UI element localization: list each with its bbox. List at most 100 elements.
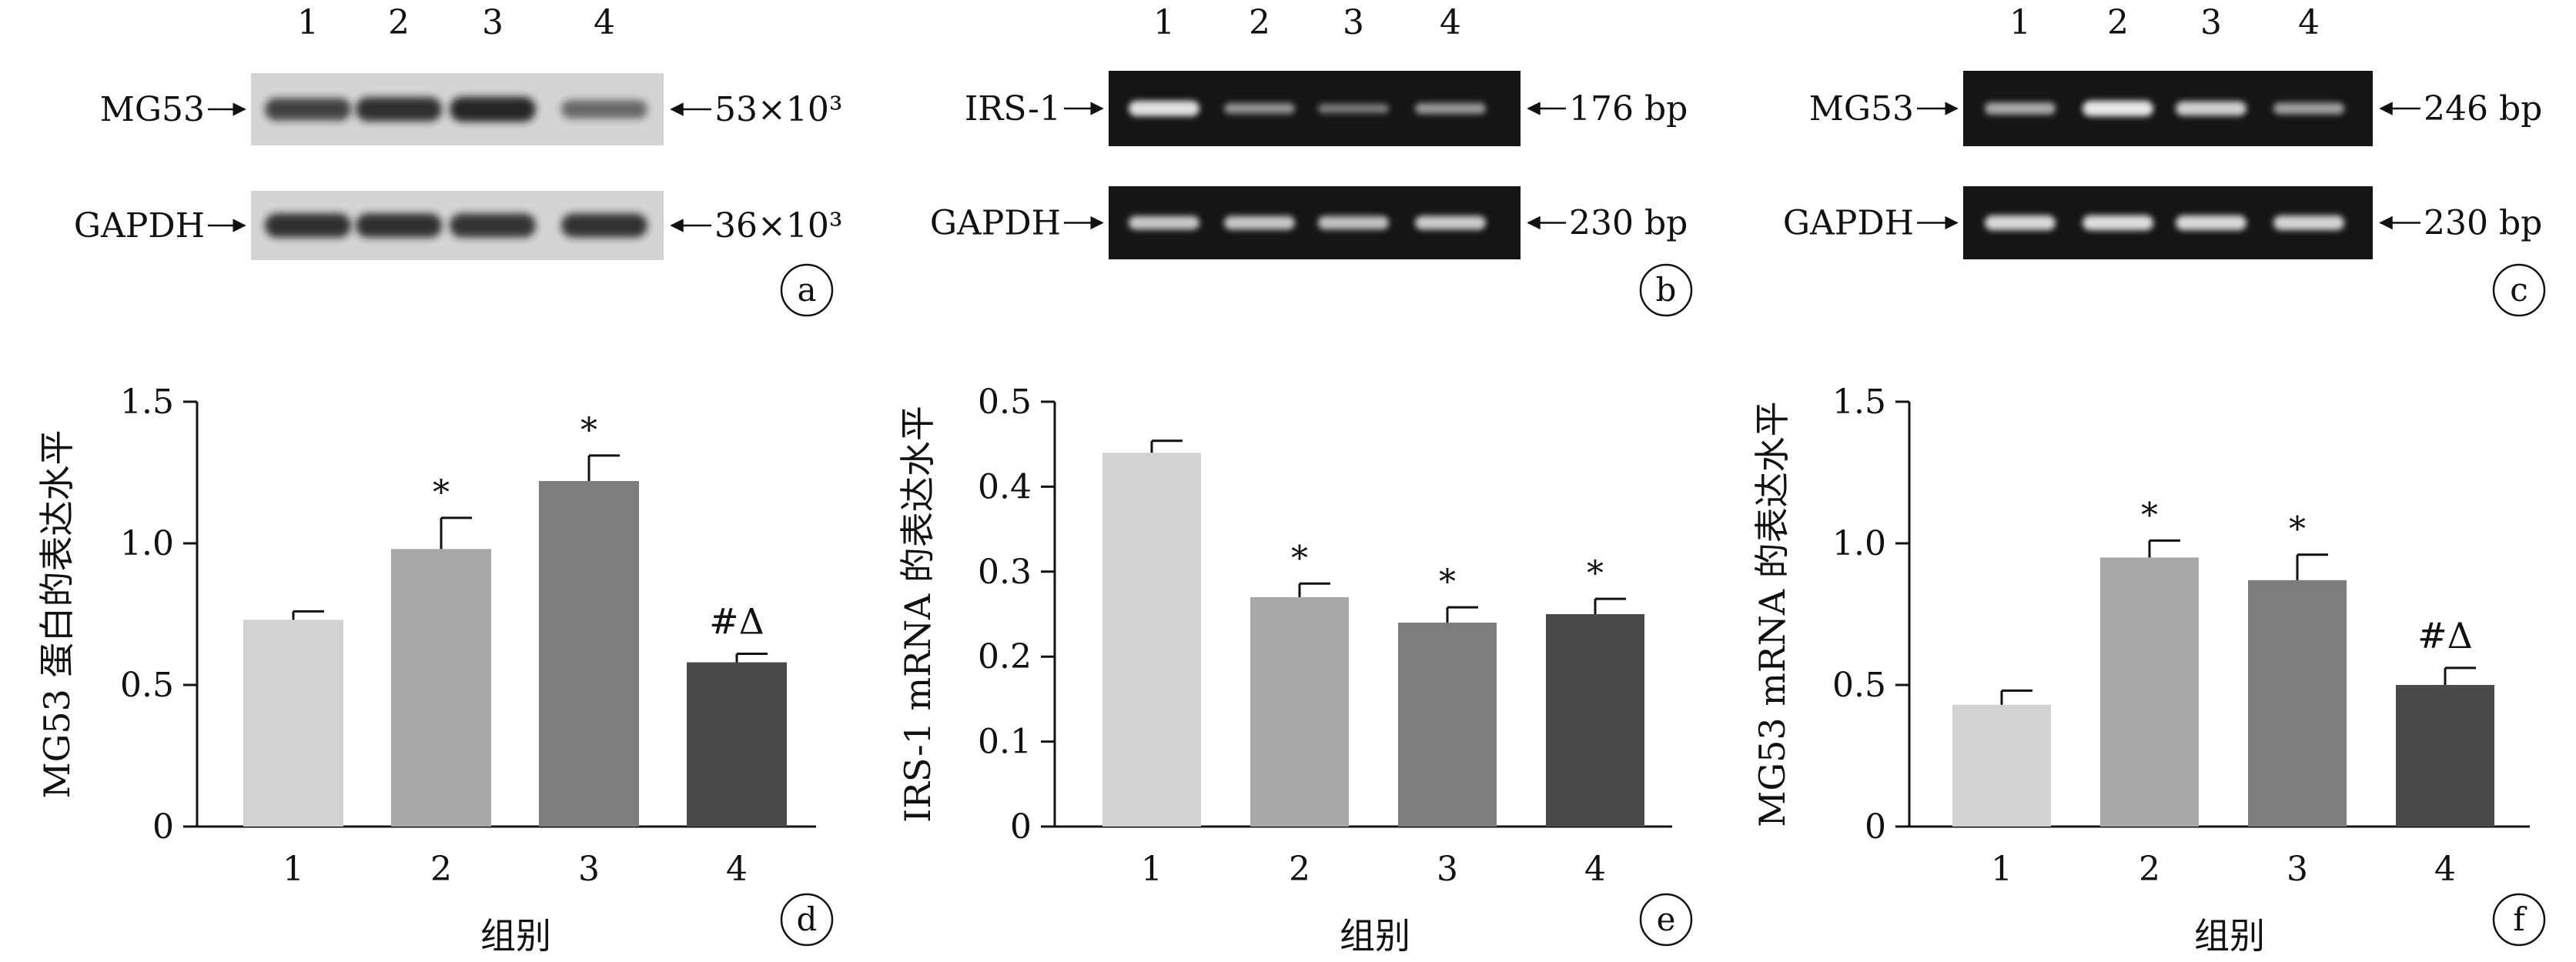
y-tick-label: 1.5 xyxy=(120,382,174,422)
lane-label: 4 xyxy=(2298,3,2320,42)
bar xyxy=(2396,685,2494,827)
x-tick-label: 2 xyxy=(430,850,452,889)
blot-band xyxy=(561,99,647,119)
gel-band xyxy=(2083,100,2153,117)
lane-label: 1 xyxy=(2009,3,2031,42)
y-tick-label: 0.5 xyxy=(120,666,174,705)
significance-label: * xyxy=(1587,554,1604,593)
panel-label-circle xyxy=(1639,893,1693,947)
gel-band xyxy=(1129,215,1199,230)
band-size-label: 246 bp xyxy=(2424,89,2542,129)
bar xyxy=(391,549,491,827)
gel-band xyxy=(1985,102,2056,115)
band-size-label: 176 bp xyxy=(1569,89,1688,129)
band-name-label: MG53 xyxy=(1809,89,1914,129)
gel-band xyxy=(2176,101,2246,116)
lane-label: 2 xyxy=(388,3,410,42)
significance-label: #Δ xyxy=(709,601,764,643)
lane-label: 4 xyxy=(1440,3,1461,42)
lane-label: 3 xyxy=(2200,3,2222,42)
significance-label: * xyxy=(580,411,597,450)
gel-band xyxy=(1224,215,1295,230)
band-size-label: 230 bp xyxy=(1569,204,1688,243)
panel-label: a xyxy=(797,271,816,309)
blot-band xyxy=(265,98,351,121)
blot-band xyxy=(265,213,351,238)
lane-label: 3 xyxy=(1343,3,1364,42)
y-tick-label: 0 xyxy=(152,807,174,847)
blot-row-mg53: MG53 53×10³ xyxy=(100,73,842,145)
gel-band xyxy=(1318,103,1389,114)
blot-panel-c: 1 2 3 4 MG53 246 bp GAPDH 230 bp c xyxy=(1783,3,2546,317)
gel-band xyxy=(1224,103,1295,114)
band-name-label: GAPDH xyxy=(74,206,205,246)
x-tick-label: 3 xyxy=(1437,850,1458,889)
band-name-label: MG53 xyxy=(100,90,205,129)
blot-panels: 1 2 3 4 MG53 53×10³ GAPDH 36×10³ a 1 2 3 4 IRS-1 176 b… xyxy=(74,3,2546,317)
gel-band xyxy=(1129,101,1199,116)
bar xyxy=(687,662,787,827)
lane-label: 4 xyxy=(594,3,615,42)
y-tick-label: 0.4 xyxy=(978,467,1032,506)
blot-row-gapdh: GAPDH 230 bp xyxy=(930,186,1688,259)
x-tick-label: 4 xyxy=(2434,850,2456,889)
bar xyxy=(1398,623,1497,827)
bar xyxy=(1546,614,1644,827)
y-tick-label: 0.5 xyxy=(978,382,1032,422)
x-tick-label: 1 xyxy=(1991,850,2012,889)
y-tick-label: 0.3 xyxy=(978,553,1032,592)
significance-label: * xyxy=(2289,510,2306,549)
band-size-label: 36×10³ xyxy=(714,206,842,246)
y-tick-label: 0.2 xyxy=(978,637,1032,676)
panel-label-circle xyxy=(2492,893,2546,947)
y-tick-label: 0.1 xyxy=(978,723,1032,762)
x-tick-label: 3 xyxy=(578,850,600,889)
bar xyxy=(243,620,343,827)
lane-label: 1 xyxy=(1153,3,1175,42)
gel-band xyxy=(2083,215,2153,231)
x-tick-label: 2 xyxy=(2139,850,2160,889)
blot-row-gapdh: GAPDH 36×10³ xyxy=(74,191,842,260)
panel-label-circle xyxy=(780,893,834,947)
x-tick-label: 1 xyxy=(283,850,304,889)
lane-label: 3 xyxy=(482,3,503,42)
band-size-label: 53×10³ xyxy=(714,90,842,129)
panel-label-circle xyxy=(1639,263,1693,317)
blot-panel-a: 1 2 3 4 MG53 53×10³ GAPDH 36×10³ a xyxy=(74,3,842,317)
y-tick-label: 1.0 xyxy=(1832,524,1886,563)
x-tick-label: 4 xyxy=(1584,850,1606,889)
blot-band xyxy=(450,96,536,122)
bar xyxy=(539,481,639,827)
y-tick-label: 0.5 xyxy=(1832,666,1886,705)
blot-row-mg53: MG53 246 bp xyxy=(1809,71,2542,146)
y-axis-title: MG53 mRNA 的表达水平 xyxy=(1751,401,1793,827)
lane-label: 1 xyxy=(297,3,319,42)
blot-row-irs-1: IRS-1 176 bp xyxy=(965,71,1688,146)
bar xyxy=(1102,453,1201,827)
gel-band xyxy=(1415,102,1486,115)
x-axis-title: 组别 xyxy=(480,915,551,957)
panel-label: d xyxy=(797,900,818,938)
gel-band xyxy=(1985,215,2056,231)
bar xyxy=(2248,580,2347,827)
blot-band xyxy=(356,213,442,238)
y-tick-label: 1.0 xyxy=(120,524,174,563)
gel-band xyxy=(1318,215,1389,230)
blot-row-gapdh: GAPDH 230 bp xyxy=(1783,186,2542,259)
panel-label-circle xyxy=(780,263,834,317)
gel-band xyxy=(1415,215,1486,230)
x-axis-title: 组别 xyxy=(1340,915,1410,957)
band-name-label: IRS-1 xyxy=(965,89,1061,129)
panel-label: c xyxy=(2510,271,2528,309)
significance-label: #Δ xyxy=(2417,615,2473,656)
lane-label: 2 xyxy=(2107,3,2129,42)
bar xyxy=(1250,596,1349,827)
blot-band xyxy=(356,97,442,122)
significance-label: * xyxy=(2141,496,2158,535)
blot-band xyxy=(561,213,647,238)
panel-label: f xyxy=(2513,900,2527,938)
